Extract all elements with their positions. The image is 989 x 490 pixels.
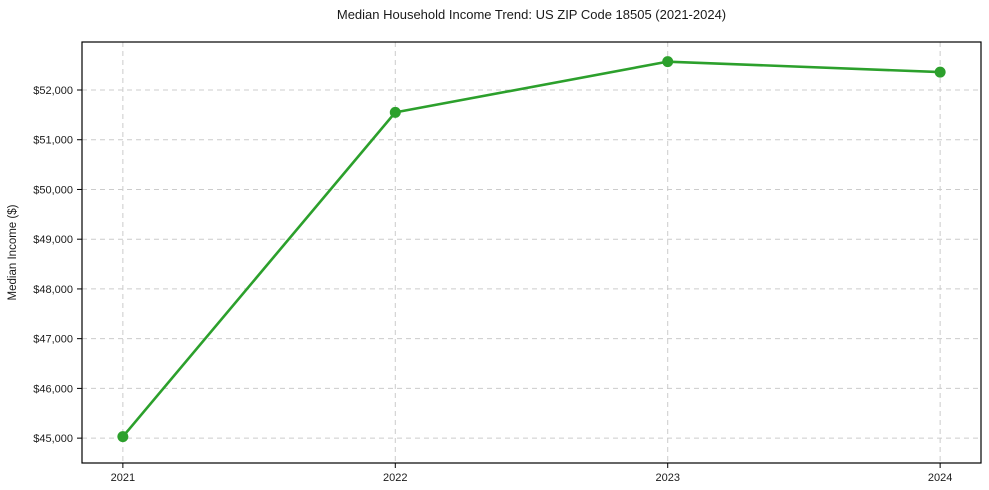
- y-tick-label: $49,000: [33, 234, 73, 246]
- x-tick-label: 2023: [655, 472, 679, 484]
- x-tick-label: 2022: [383, 472, 407, 484]
- trend-line: [121, 60, 942, 438]
- y-tick-label: $47,000: [33, 334, 73, 346]
- y-axis-label: Median Income ($): [7, 204, 19, 301]
- plot-background: [82, 42, 981, 463]
- y-tick-label: $50,000: [33, 184, 73, 196]
- y-tick-label: $48,000: [33, 284, 73, 296]
- y-tick-label: $45,000: [33, 433, 73, 445]
- plot-border: [81, 41, 982, 464]
- chart-title: Median Household Income Trend: US ZIP Co…: [336, 7, 727, 22]
- y-tick-label: $52,000: [33, 85, 73, 97]
- data-point-marker: [934, 66, 946, 78]
- y-tick-label: $51,000: [33, 135, 73, 147]
- y-tick-label: $46,000: [33, 383, 73, 395]
- data-point-marker: [389, 106, 401, 118]
- data-point-marker: [662, 56, 674, 68]
- x-tick-label: 2024: [928, 472, 952, 484]
- data-point-marker: [117, 431, 129, 443]
- x-tick-label: 2021: [111, 472, 135, 484]
